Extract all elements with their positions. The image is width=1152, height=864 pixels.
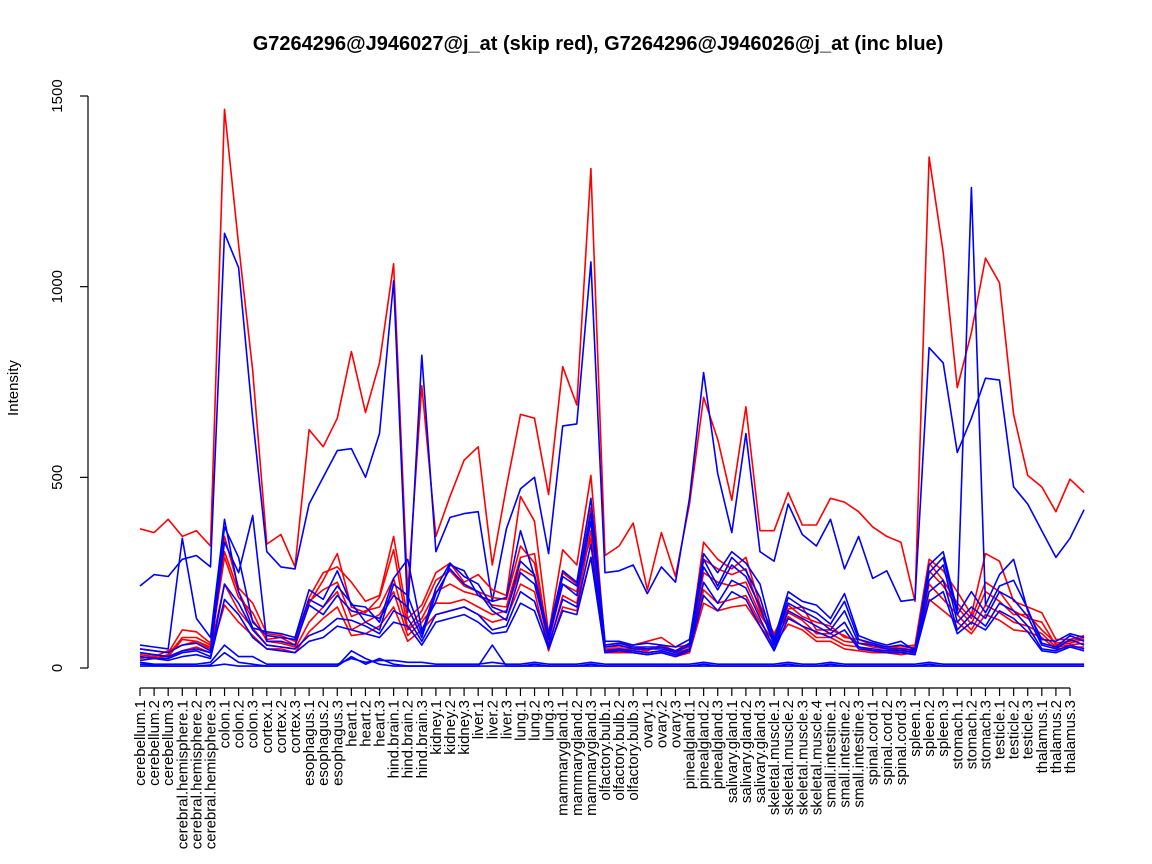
x-tick-label-thalamus.1: thalamus.1 — [1034, 700, 1051, 773]
y-tick-label-1500: 1500 — [49, 79, 66, 112]
x-tick-label-olfactory.bulb.3: olfactory.bulb.3 — [625, 700, 642, 801]
x-tick-label-cerebellum.2: cerebellum.2 — [146, 700, 163, 786]
x-tick-label-spleen.1: spleen.1 — [907, 700, 924, 757]
x-tick-label-skeletal.muscle.4: skeletal.muscle.4 — [808, 700, 825, 815]
x-tick-label-salivary.gland.1: salivary.gland.1 — [724, 700, 741, 803]
x-tick-label-lung.2: lung.2 — [527, 700, 544, 741]
y-axis: 0 500 1000 1500 — [49, 79, 89, 672]
x-tick-label-cerebral.hemisphere.3: cerebral.hemisphere.3 — [202, 700, 219, 849]
x-tick-label-spleen.2: spleen.2 — [921, 700, 938, 757]
x-tick-label-esophagus.1: esophagus.1 — [301, 700, 318, 786]
x-tick-label-heart.2: heart.2 — [357, 700, 374, 747]
x-tick-label-hind.brain.3: hind.brain.3 — [414, 700, 431, 778]
y-axis-label: Intensity — [5, 360, 22, 416]
x-tick-label-kidney.2: kidney.2 — [442, 700, 459, 755]
series-line-inc_flat3 — [139, 644, 1085, 665]
series-layer — [139, 108, 1085, 667]
x-tick-label-mammarygland.3: mammarygland.3 — [583, 700, 600, 816]
x-tick-label-stomach.1: stomach.1 — [949, 700, 966, 769]
x-tick-label-olfactory.bulb.2: olfactory.bulb.2 — [611, 700, 628, 801]
x-tick-label-esophagus.3: esophagus.3 — [329, 700, 346, 786]
x-tick-label-pinealgland.1: pinealgland.1 — [682, 700, 699, 789]
x-tick-label-testicle.3: testicle.3 — [1020, 700, 1037, 759]
x-tick-label-testicle.2: testicle.2 — [1006, 700, 1023, 759]
chart-title: G7264296@J946027@j_at (skip red), G72642… — [253, 33, 944, 55]
x-tick-label-mammarygland.2: mammarygland.2 — [569, 700, 586, 816]
x-tick-label-stomach.2: stomach.2 — [963, 700, 980, 769]
x-tick-label-salivary.gland.2: salivary.gland.2 — [738, 700, 755, 803]
x-tick-label-testicle.1: testicle.1 — [992, 700, 1009, 759]
x-tick-label-liver.3: liver.3 — [498, 700, 515, 739]
x-tick-label-cortex.2: cortex.2 — [273, 700, 290, 753]
x-tick-label-small.intestine.3: small.intestine.3 — [851, 700, 868, 808]
x-tick-label-thalamus.3: thalamus.3 — [1062, 700, 1079, 773]
series-line-inc_low1 — [139, 543, 1085, 660]
x-axis: cerebellum.1cerebellum.2cerebellum.3cere… — [132, 687, 1079, 849]
x-tick-label-cortex.3: cortex.3 — [287, 700, 304, 753]
series-line-inc_low2 — [139, 556, 1085, 662]
y-tick-label-1000: 1000 — [49, 270, 66, 303]
x-tick-label-lung.1: lung.1 — [512, 700, 529, 741]
series-line-inc_flat2 — [140, 644, 1085, 667]
x-tick-label-salivary.gland.3: salivary.gland.3 — [752, 700, 769, 803]
x-tick-label-liver.1: liver.1 — [470, 700, 487, 739]
x-tick-label-heart.1: heart.1 — [343, 700, 360, 747]
series-line-inc_high — [139, 232, 1085, 614]
x-tick-label-spinal.cord.3: spinal.cord.3 — [893, 700, 910, 785]
x-tick-label-thalamus.2: thalamus.2 — [1048, 700, 1065, 773]
y-tick-label-500: 500 — [49, 465, 66, 490]
x-tick-label-spleen.3: spleen.3 — [935, 700, 952, 757]
x-tick-label-small.intestine.2: small.intestine.2 — [837, 700, 854, 808]
x-tick-label-esophagus.2: esophagus.2 — [315, 700, 332, 786]
x-tick-label-spinal.cord.2: spinal.cord.2 — [879, 700, 896, 785]
series-line-inc_mid1 — [139, 186, 1085, 652]
x-tick-label-cerebral.hemisphere.1: cerebral.hemisphere.1 — [174, 700, 191, 849]
x-tick-label-colon.2: colon.2 — [231, 700, 248, 748]
x-tick-label-colon.3: colon.3 — [245, 700, 262, 748]
x-tick-label-olfactory.bulb.1: olfactory.bulb.1 — [597, 700, 614, 801]
x-tick-label-kidney.1: kidney.1 — [428, 700, 445, 755]
x-tick-label-cerebellum.1: cerebellum.1 — [132, 700, 149, 786]
x-tick-label-skeletal.muscle.3: skeletal.muscle.3 — [794, 700, 811, 815]
x-tick-label-pinealgland.2: pinealgland.2 — [696, 700, 713, 789]
x-tick-label-ovary.1: ovary.1 — [639, 700, 656, 748]
x-tick-label-liver.2: liver.2 — [484, 700, 501, 739]
x-tick-label-small.intestine.1: small.intestine.1 — [822, 700, 839, 808]
x-tick-label-skeletal.muscle.1: skeletal.muscle.1 — [766, 700, 783, 815]
series-line-inc_mid2 — [139, 512, 1085, 654]
x-tick-label-mammarygland.1: mammarygland.1 — [555, 700, 572, 816]
x-tick-label-pinealgland.3: pinealgland.3 — [710, 700, 727, 789]
x-tick-label-colon.1: colon.1 — [217, 700, 234, 748]
x-tick-label-kidney.3: kidney.3 — [456, 700, 473, 755]
x-tick-label-lung.3: lung.3 — [541, 700, 558, 741]
y-tick-label-0: 0 — [49, 664, 66, 672]
series-line-inc_mid3 — [139, 514, 1085, 658]
x-tick-label-spinal.cord.1: spinal.cord.1 — [865, 700, 882, 785]
x-tick-label-heart.3: heart.3 — [372, 700, 389, 747]
series-line-skip_high — [139, 108, 1085, 603]
x-tick-label-hind.brain.1: hind.brain.1 — [386, 700, 403, 778]
x-tick-label-ovary.3: ovary.3 — [667, 700, 684, 748]
x-tick-label-cerebral.hemisphere.2: cerebral.hemisphere.2 — [188, 700, 205, 849]
series-line-skip_mid1 — [139, 474, 1085, 654]
x-tick-label-cerebellum.3: cerebellum.3 — [160, 700, 177, 786]
x-tick-label-cortex.1: cortex.1 — [259, 700, 276, 753]
x-tick-label-skeletal.muscle.2: skeletal.muscle.2 — [780, 700, 797, 815]
x-tick-label-stomach.3: stomach.3 — [977, 700, 994, 769]
x-tick-label-hind.brain.2: hind.brain.2 — [400, 700, 417, 778]
x-tick-label-ovary.2: ovary.2 — [653, 700, 670, 748]
